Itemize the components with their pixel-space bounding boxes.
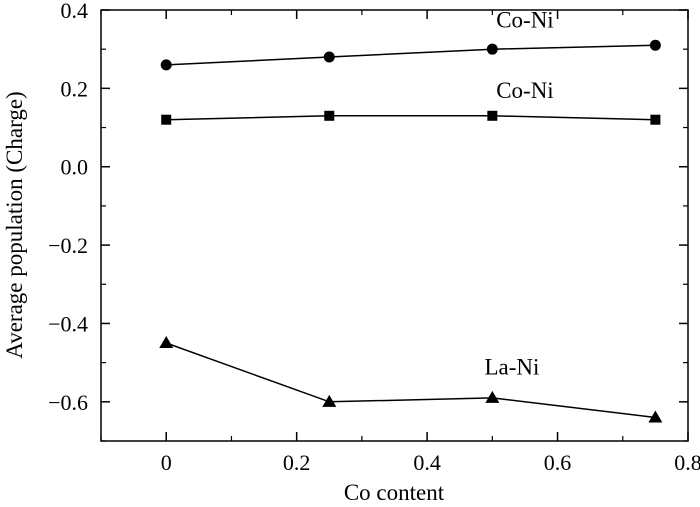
y-tick-label: −0.4 bbox=[48, 311, 88, 336]
series-line-2 bbox=[166, 115, 656, 121]
y-axis-label: Average population (Charge) bbox=[2, 91, 27, 358]
plot-frame bbox=[100, 9, 689, 442]
triangle-marker bbox=[648, 410, 663, 423]
y-tick-label: 0.2 bbox=[61, 76, 89, 101]
x-axis-label: Co content bbox=[344, 480, 445, 505]
triangle-marker bbox=[485, 390, 500, 403]
series-annotation: La-Ni bbox=[484, 354, 539, 379]
y-tick-label: −0.6 bbox=[48, 390, 88, 415]
x-tick-label: 0.6 bbox=[544, 450, 572, 475]
circle-marker bbox=[486, 43, 498, 55]
x-tick-label: 0.8 bbox=[674, 450, 700, 475]
series-group bbox=[159, 39, 663, 423]
square-marker bbox=[161, 114, 172, 125]
series-line-3 bbox=[165, 342, 656, 419]
series-line-1 bbox=[166, 44, 656, 66]
circle-marker bbox=[323, 51, 335, 63]
series-annotation: Co-Ni bbox=[496, 8, 554, 33]
x-tick-label: 0.4 bbox=[413, 450, 441, 475]
circle-marker bbox=[649, 39, 661, 51]
circle-marker bbox=[160, 59, 172, 71]
x-tick-label: 0.2 bbox=[283, 450, 311, 475]
annotation-group: Co-Ni Co-Ni La-Ni bbox=[484, 8, 553, 380]
triangle-marker bbox=[322, 394, 337, 407]
triangle-marker bbox=[159, 336, 174, 349]
y-tick-label: −0.2 bbox=[48, 233, 88, 258]
y-tick-label: 0.4 bbox=[61, 0, 89, 23]
series-annotation: Co-Ni bbox=[496, 78, 554, 103]
square-marker bbox=[650, 114, 661, 125]
square-marker bbox=[487, 110, 498, 121]
y-tick-label: 0.0 bbox=[61, 155, 89, 180]
axis-ticks: 0 0.2 0.4 0.6 0.8 0.4 0.2 0.0 −0.2 −0.4 −0.6 bbox=[48, 0, 700, 475]
square-marker bbox=[324, 110, 335, 121]
x-tick-label: 0 bbox=[161, 450, 172, 475]
